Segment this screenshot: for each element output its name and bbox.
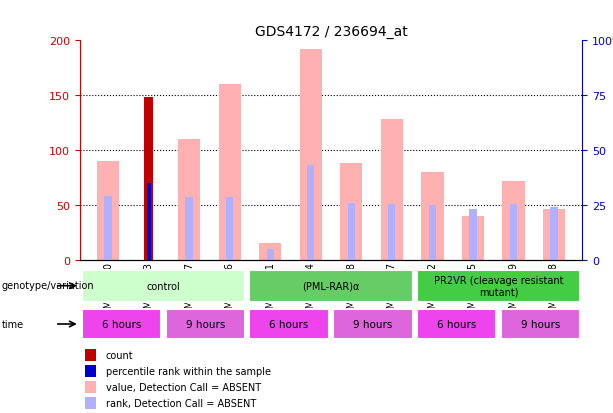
Bar	[147, 183, 151, 260]
FancyBboxPatch shape	[249, 309, 329, 339]
Bar	[85, 349, 96, 361]
Bar	[144, 98, 153, 260]
Bar	[85, 397, 96, 409]
Text: 6 hours: 6 hours	[102, 319, 141, 329]
Bar	[388, 204, 395, 260]
Text: genotype/variation: genotype/variation	[2, 281, 94, 291]
Bar	[381, 120, 403, 260]
Bar	[104, 197, 112, 260]
Text: percentile rank within the sample: percentile rank within the sample	[106, 366, 271, 376]
Bar	[421, 173, 444, 260]
Bar	[462, 216, 484, 260]
FancyBboxPatch shape	[333, 309, 413, 339]
Bar	[550, 208, 558, 260]
Text: time: time	[2, 319, 24, 329]
Text: control: control	[147, 281, 180, 291]
FancyBboxPatch shape	[417, 270, 581, 302]
Text: 9 hours: 9 hours	[521, 319, 560, 329]
FancyBboxPatch shape	[417, 309, 497, 339]
Text: 6 hours: 6 hours	[270, 319, 309, 329]
Bar	[300, 50, 322, 260]
Text: count: count	[106, 351, 134, 361]
Bar	[259, 244, 281, 260]
Bar	[307, 166, 314, 260]
Text: PR2VR (cleavage resistant
mutant): PR2VR (cleavage resistant mutant)	[434, 275, 563, 297]
Text: (PML-RAR)α: (PML-RAR)α	[302, 281, 360, 291]
Bar	[218, 85, 241, 260]
FancyBboxPatch shape	[82, 270, 245, 302]
Bar	[502, 181, 525, 260]
Title: GDS4172 / 236694_at: GDS4172 / 236694_at	[254, 25, 408, 39]
Bar	[267, 249, 274, 260]
Text: 9 hours: 9 hours	[353, 319, 392, 329]
Bar	[226, 198, 234, 260]
Text: value, Detection Call = ABSENT: value, Detection Call = ABSENT	[106, 382, 261, 392]
FancyBboxPatch shape	[249, 270, 413, 302]
Bar	[85, 366, 96, 377]
Bar	[348, 203, 355, 260]
Bar	[428, 206, 436, 260]
FancyBboxPatch shape	[501, 309, 581, 339]
Text: 6 hours: 6 hours	[437, 319, 476, 329]
Text: 9 hours: 9 hours	[186, 319, 225, 329]
Text: rank, Detection Call = ABSENT: rank, Detection Call = ABSENT	[106, 398, 256, 408]
Bar	[340, 164, 362, 260]
Bar	[510, 204, 517, 260]
Bar	[97, 161, 119, 260]
Bar	[543, 210, 565, 260]
Bar	[186, 198, 193, 260]
Bar	[470, 210, 476, 260]
Bar	[178, 140, 200, 260]
FancyBboxPatch shape	[82, 309, 161, 339]
FancyBboxPatch shape	[166, 309, 245, 339]
Bar	[85, 381, 96, 393]
